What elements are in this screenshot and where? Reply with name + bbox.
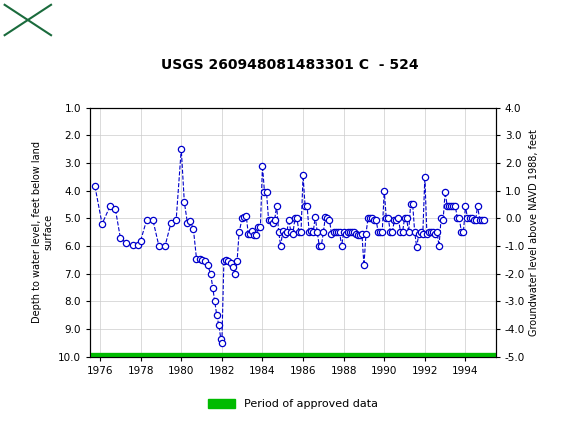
Text: USGS 260948081483301 C  - 524: USGS 260948081483301 C - 524 [161,58,419,72]
Bar [5,5,51,35]
Legend: Period of approved data: Period of approved data [203,395,383,414]
Y-axis label: Depth to water level, feet below land
surface: Depth to water level, feet below land su… [32,141,54,323]
Y-axis label: Groundwater level above NAVD 1988, feet: Groundwater level above NAVD 1988, feet [530,129,539,336]
Text: USGS: USGS [55,11,106,29]
